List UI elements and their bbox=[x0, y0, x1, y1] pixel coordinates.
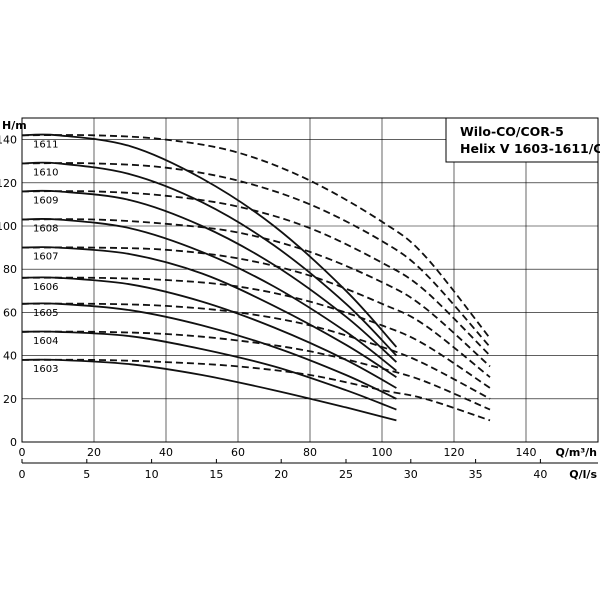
x2-tick-label: 20 bbox=[274, 468, 288, 481]
x2-tick-label: 0 bbox=[19, 468, 26, 481]
curve-1609 bbox=[21, 189, 398, 363]
curve-label-1604: 1604 bbox=[33, 336, 58, 347]
curve-1604-max bbox=[21, 330, 491, 411]
y-tick-label: 100 bbox=[0, 220, 17, 233]
y-axis-label: H/m bbox=[2, 119, 27, 132]
x2-axis-label: Q/l/s bbox=[569, 468, 597, 481]
curve-1608 bbox=[21, 217, 397, 372]
y-tick-label: 80 bbox=[3, 263, 17, 276]
x2-tick-label: 25 bbox=[339, 468, 353, 481]
curve-1611 bbox=[21, 133, 398, 348]
curve-1603-max bbox=[21, 358, 491, 422]
x-tick-label: 80 bbox=[303, 446, 317, 459]
curve-label-1603: 1603 bbox=[33, 364, 58, 375]
x-axis-label: Q/m³/h bbox=[556, 446, 598, 459]
x-tick-label: 40 bbox=[159, 446, 173, 459]
curve-label-1610: 1610 bbox=[33, 167, 58, 178]
x2-tick-label: 10 bbox=[145, 468, 159, 481]
y-tick-label: 120 bbox=[0, 177, 17, 190]
curve-1610 bbox=[21, 161, 398, 357]
curve-1611-max bbox=[21, 134, 491, 339]
x-tick-label: 20 bbox=[87, 446, 101, 459]
x2-tick-label: 40 bbox=[533, 468, 547, 481]
curve-1608-max bbox=[21, 218, 491, 368]
x-tick-label: 0 bbox=[19, 446, 26, 459]
x2-tick-label: 30 bbox=[404, 468, 418, 481]
curve-1610-max bbox=[21, 162, 491, 348]
y-tick-label: 20 bbox=[3, 393, 17, 406]
curve-1604 bbox=[21, 330, 397, 411]
curve-label-1605: 1605 bbox=[33, 308, 58, 319]
curve-label-1611: 1611 bbox=[33, 139, 58, 150]
curve-1607 bbox=[21, 246, 397, 378]
x-tick-label: 140 bbox=[516, 446, 537, 459]
x-tick-label: 100 bbox=[372, 446, 393, 459]
axes: 020406080100120140H/m020406080100120140Q… bbox=[0, 119, 598, 481]
grid-lines bbox=[21, 117, 599, 443]
x-tick-label: 120 bbox=[444, 446, 465, 459]
x2-tick-label: 15 bbox=[209, 468, 223, 481]
y-tick-label: 0 bbox=[10, 436, 17, 449]
title-line-2: Helix V 1603-1611/CC bbox=[460, 141, 600, 156]
curve-labels: 1603 1604 1605 1606 1607 1608 1609 1610 1611 bbox=[33, 139, 58, 375]
curve-1606 bbox=[21, 276, 397, 389]
title-box: Wilo-CO/COR-5 Helix V 1603-1611/CC bbox=[445, 117, 600, 163]
curve-label-1609: 1609 bbox=[33, 195, 58, 206]
curve-1605-max bbox=[21, 302, 491, 400]
curve-1605 bbox=[21, 302, 397, 400]
pump-curves bbox=[21, 133, 491, 422]
x2-tick-label: 35 bbox=[469, 468, 483, 481]
curve-label-1608: 1608 bbox=[33, 224, 58, 235]
x-tick-label: 60 bbox=[231, 446, 245, 459]
curve-1609-max bbox=[21, 190, 491, 357]
x2-tick-label: 5 bbox=[83, 468, 90, 481]
curve-1603 bbox=[21, 358, 397, 422]
title-box-frame bbox=[445, 117, 599, 163]
curve-1606-max bbox=[21, 276, 491, 389]
y-tick-label: 40 bbox=[3, 350, 17, 363]
y-tick-label: 140 bbox=[0, 134, 17, 147]
curve-label-1607: 1607 bbox=[33, 252, 58, 263]
curve-label-1606: 1606 bbox=[33, 282, 58, 293]
title-line-1: Wilo-CO/COR-5 bbox=[460, 124, 564, 139]
y-tick-label: 60 bbox=[3, 306, 17, 319]
